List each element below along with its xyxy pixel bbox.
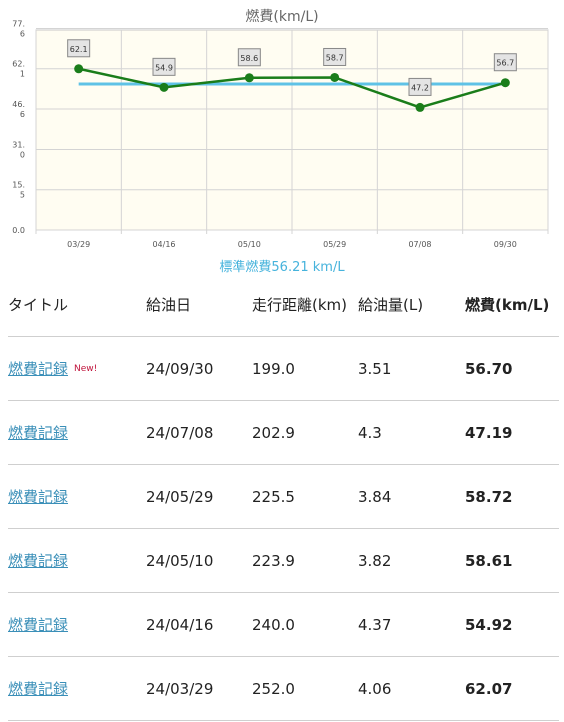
y-tick-label: 62. 1 — [12, 60, 25, 79]
record-efficiency: 47.19 — [465, 423, 513, 442]
record-distance: 252.0 — [252, 679, 295, 698]
y-tick-label: 0.0 — [12, 226, 25, 235]
data-point — [159, 82, 169, 92]
table-header-row: タイトル 給油日 走行距離(km) 給油量(L) 燃費(km/L) — [8, 272, 559, 337]
record-title-link[interactable]: 燃費記録 — [8, 424, 69, 442]
record-fuel: 4.3 — [358, 423, 382, 442]
table-row: 燃費記録 24/05/29 225.5 3.84 58.72 — [8, 465, 559, 529]
x-tick-label: 05/10 — [238, 240, 261, 249]
header-fuel: 給油量(L) — [358, 295, 424, 314]
y-tick-label: 77. 6 — [12, 19, 25, 38]
data-label: 58.6 — [240, 54, 258, 63]
data-point — [74, 64, 84, 74]
y-tick-label: 46. 6 — [12, 100, 25, 119]
record-fuel: 3.84 — [358, 487, 392, 506]
record-title-link[interactable]: 燃費記録 — [8, 552, 69, 570]
record-title-link[interactable]: 燃費記録 — [8, 488, 69, 506]
record-distance: 223.9 — [252, 551, 295, 570]
average-efficiency-label: 標準燃費56.21 km/L — [219, 260, 345, 275]
record-distance: 240.0 — [252, 615, 295, 634]
table-row: 燃費記録 24/05/10 223.9 3.82 58.61 — [8, 529, 559, 593]
data-label: 54.9 — [155, 63, 173, 72]
fuel-efficiency-chart: 燃費(km/L) 0.0 15. 5 31. 0 46. 6 62. 1 77. 6 03/29 04/… — [0, 0, 564, 275]
header-date: 給油日 — [146, 295, 192, 314]
data-label: 56.7 — [496, 59, 514, 68]
table-row: 燃費記録 24/04/16 240.0 4.37 54.92 — [8, 593, 559, 657]
x-tick-label: 05/29 — [323, 240, 346, 249]
record-fuel: 4.06 — [358, 679, 392, 698]
record-efficiency: 56.70 — [465, 359, 513, 378]
data-point — [244, 73, 254, 83]
record-title-link[interactable]: 燃費記録 — [8, 680, 69, 698]
record-distance: 225.5 — [252, 487, 295, 506]
chart-canvas: 0.0 15. 5 31. 0 46. 6 62. 1 77. 6 03/29 04/16 05/10 05… — [12, 19, 549, 249]
data-label: 47.2 — [411, 83, 429, 92]
x-tick-label: 04/16 — [152, 240, 175, 249]
data-label-box — [493, 53, 517, 72]
series-line — [78, 67, 506, 109]
data-point — [330, 72, 340, 82]
record-fuel: 3.82 — [358, 551, 392, 570]
data-label-box — [323, 47, 347, 66]
record-efficiency: 62.07 — [465, 679, 513, 698]
record-efficiency: 58.72 — [465, 487, 513, 506]
header-title: タイトル — [8, 295, 69, 314]
record-date: 24/05/29 — [146, 487, 214, 506]
record-title-link[interactable]: 燃費記録 — [8, 616, 69, 634]
header-efficiency: 燃費(km/L) — [465, 295, 550, 314]
record-efficiency: 58.61 — [465, 551, 513, 570]
chart-title: 燃費(km/L) — [245, 9, 319, 25]
x-tick-label: 07/08 — [408, 240, 431, 249]
record-date: 24/04/16 — [146, 615, 214, 634]
record-efficiency: 54.92 — [465, 615, 513, 634]
record-fuel: 4.37 — [358, 615, 392, 634]
y-tick-label: 15. 5 — [12, 181, 25, 200]
record-date: 24/05/10 — [146, 551, 214, 570]
record-title-link[interactable]: 燃費記録 — [8, 360, 69, 378]
data-label: 62.1 — [70, 45, 88, 54]
record-date: 24/07/08 — [146, 423, 214, 442]
table-row: 燃費記録 24/03/29 252.0 4.06 62.07 — [8, 657, 559, 721]
table-row: 燃費記録 24/07/08 202.9 4.3 47.19 — [8, 401, 559, 465]
record-distance: 199.0 — [252, 359, 295, 378]
data-point — [500, 78, 510, 88]
y-tick-label: 31. 0 — [12, 140, 25, 159]
data-label-box — [408, 77, 432, 96]
new-badge: New! — [74, 363, 98, 374]
record-date: 24/03/29 — [146, 679, 214, 698]
data-label-box — [237, 48, 261, 67]
record-fuel: 3.51 — [358, 359, 392, 378]
record-distance: 202.9 — [252, 423, 295, 442]
x-tick-label: 09/30 — [494, 240, 517, 249]
data-point — [415, 102, 425, 112]
data-label-box — [67, 39, 91, 58]
header-distance: 走行距離(km) — [252, 295, 348, 314]
data-label-box — [152, 57, 176, 76]
table-row: 燃費記録 New! 24/09/30 199.0 3.51 56.70 — [8, 337, 559, 401]
record-date: 24/09/30 — [146, 359, 214, 378]
x-tick-label: 03/29 — [67, 240, 90, 249]
fuel-log-table: タイトル 給油日 走行距離(km) 給油量(L) 燃費(km/L) 燃費記録 N… — [8, 272, 559, 721]
data-label: 58.7 — [326, 53, 344, 62]
